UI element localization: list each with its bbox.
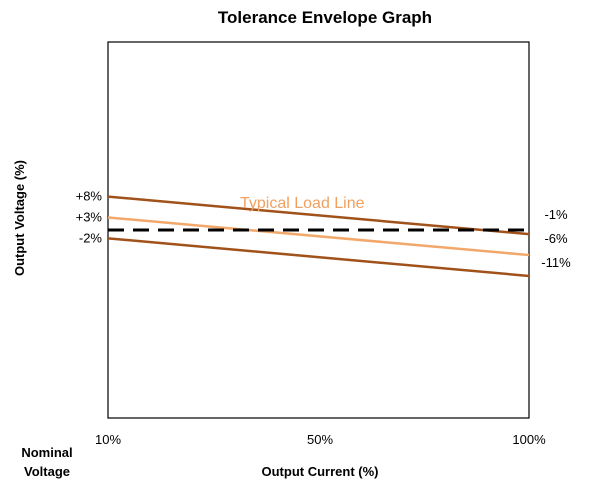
start-label-upper: +8% — [76, 189, 103, 204]
end-label-lower: -11% — [541, 255, 571, 270]
x-axis-title: Output Current (%) — [262, 464, 379, 479]
y-axis-title: Output Voltage (%) — [12, 160, 27, 276]
series-layer — [107, 195, 530, 278]
start-label-typical: +3% — [76, 209, 103, 224]
typical-load-line-annotation: Typical Load Line — [240, 195, 365, 212]
end-label-typical: -6% — [544, 231, 568, 246]
x-tick-label-50: 50% — [307, 432, 333, 447]
x-tick-label-100: 100% — [512, 432, 546, 447]
end-label-nominal: -1% — [544, 207, 568, 222]
series-line-upper — [107, 195, 530, 236]
series-line-lower — [107, 237, 530, 278]
chart-title: Tolerance Envelope Graph — [218, 8, 432, 27]
start-label-lower: -2% — [79, 230, 103, 245]
series-line-typical — [107, 216, 530, 257]
label-layer: +8% +3% -2% -1% -6% -11% — [76, 189, 572, 270]
nominal-voltage-label-line1: Nominal — [21, 445, 72, 460]
nominal-voltage-label-line2: Voltage — [24, 464, 70, 479]
x-tick-label-10: 10% — [95, 432, 121, 447]
